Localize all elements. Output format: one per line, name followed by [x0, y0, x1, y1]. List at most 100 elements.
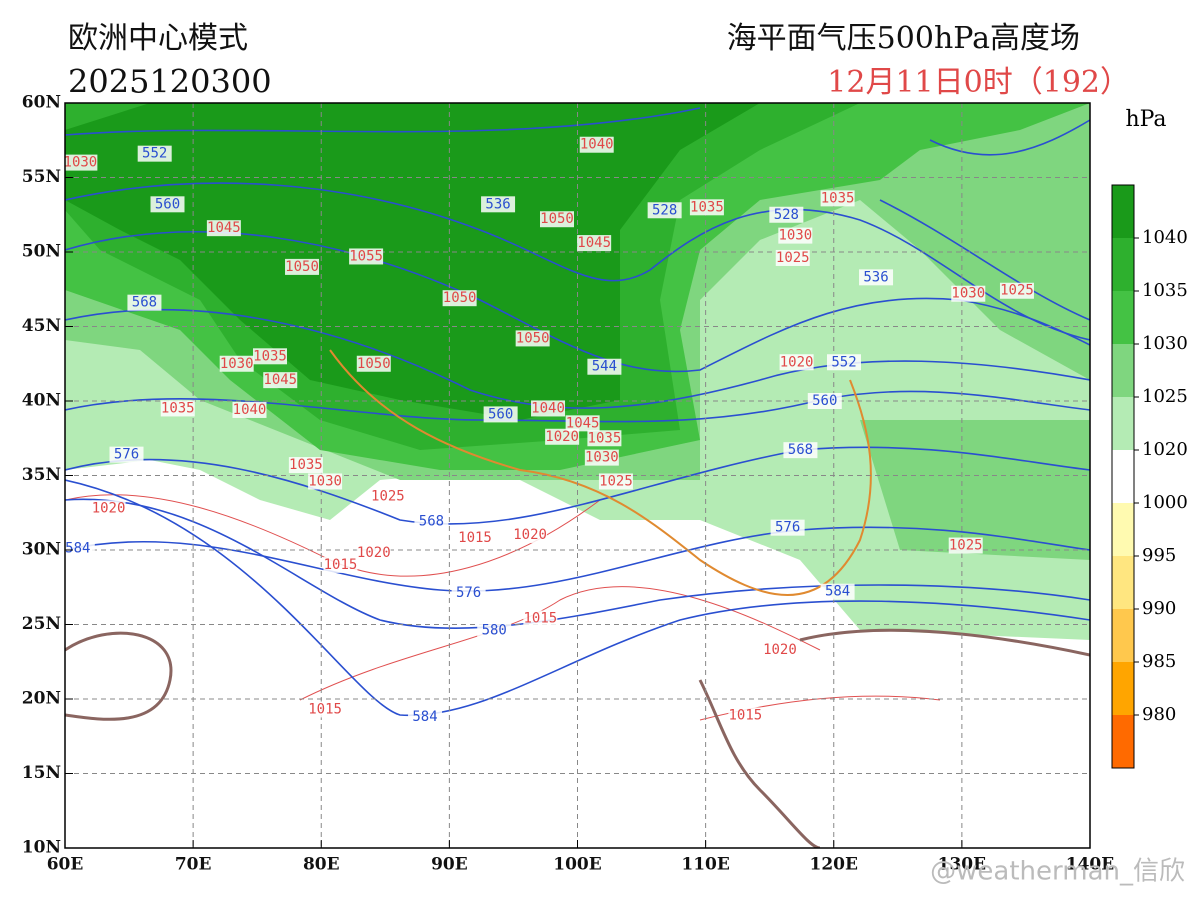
isobar-label: 1050: [442, 290, 477, 307]
height-label-text: 560: [488, 406, 513, 422]
colorbar-frame: [1111, 184, 1135, 769]
isobar-label: 1035: [253, 348, 287, 365]
height-label-bg: [483, 406, 518, 423]
isobar-label: 1030: [65, 154, 98, 171]
isobar-label-bg: [65, 154, 98, 171]
colorbar-bin: [1112, 344, 1134, 397]
isobar-label-text: 1030: [585, 450, 619, 466]
colorbar-bin: [1112, 397, 1134, 450]
isobar-label-bg: [689, 199, 724, 216]
isobar-label-bg: [356, 355, 391, 372]
colorbar-bin: [1112, 238, 1134, 291]
height-label-text: 528: [652, 202, 677, 218]
isobar-label-text: 1045: [566, 415, 600, 431]
isobar-label: 1020: [513, 527, 548, 544]
height-label-text: 560: [812, 393, 837, 409]
x-tick-label: 80E: [303, 855, 340, 875]
isobar-label-text: 1035: [690, 199, 724, 215]
colorbar-bin: [1112, 450, 1134, 503]
height-label-bg: [481, 196, 516, 213]
x-tick-label: 120E: [810, 855, 858, 875]
height-label: 552: [137, 145, 172, 162]
isobar-label-text: 1015: [728, 707, 762, 723]
height-label-bg: [807, 393, 842, 409]
isobar-label-bg: [442, 290, 477, 307]
isobar-label-bg: [458, 530, 492, 547]
height-label-text: 576: [114, 447, 139, 463]
isobar-label-bg: [285, 258, 320, 275]
isobar-label: 1025: [370, 488, 405, 505]
height-label-text: 576: [775, 520, 800, 536]
height-label-bg: [137, 145, 172, 162]
height-label-bg: [127, 294, 162, 311]
isobar-label-text: 1050: [443, 290, 477, 306]
isobar-label: 1015: [323, 556, 358, 573]
isobar-label-bg: [232, 401, 267, 418]
isobar-label: 1035: [587, 430, 622, 447]
contour: [65, 498, 1090, 630]
watermark: @weatherman_信欣: [930, 857, 1185, 887]
height-contours: [65, 107, 1090, 717]
y-tick-label: 20N: [22, 689, 61, 709]
colorbar-unit: hPa: [1125, 107, 1166, 132]
height-label-text: 552: [142, 146, 167, 162]
height-label-text: 552: [831, 354, 856, 370]
isobar-label-bg: [579, 136, 614, 153]
height-label-text: 528: [774, 207, 799, 223]
isobar-label: 1025: [948, 537, 983, 554]
colorbar: 1040 1035 1030 1025 1020 1000 995 990 985 980: [1111, 184, 1188, 769]
isobar-label-bg: [577, 235, 612, 252]
colorbar-label: 1025: [1142, 386, 1188, 407]
isobar-label: 1030: [219, 355, 254, 372]
isobar-label-bg: [999, 282, 1034, 299]
isobar: [299, 586, 821, 701]
isobar-label: 1020: [91, 500, 126, 517]
x-tick-label: 100E: [553, 855, 601, 875]
isobar-label-bg: [540, 211, 574, 228]
isobar-label-text: 1020: [780, 354, 814, 370]
colorbar-bin: [1112, 503, 1134, 556]
isobar-label-text: 1025: [949, 538, 983, 554]
height-label: 528: [769, 206, 804, 223]
isobar-label-bg: [206, 220, 241, 237]
isobar-label-text: 1050: [285, 259, 319, 275]
height-label: 584: [65, 540, 95, 557]
isobar-label: 1045: [565, 415, 600, 432]
isobar-label-bg: [513, 527, 548, 544]
height-label: 584: [408, 708, 443, 725]
height-label-bg: [770, 519, 805, 536]
isobar-label: 1020: [762, 641, 797, 658]
contour: [65, 479, 1090, 717]
x-tick-label: 70E: [175, 855, 212, 875]
colorbar-label: 1020: [1142, 439, 1188, 460]
isobar-label: 1020: [779, 354, 814, 371]
height-label-bg: [451, 585, 486, 602]
colorbar-label: 1000: [1142, 492, 1188, 513]
isobar-label-bg: [263, 372, 298, 389]
y-tick-label: 40N: [22, 391, 61, 411]
isobar-label: 1045: [577, 235, 612, 252]
isobar-label-bg: [308, 701, 343, 718]
colorbar-bin: [1112, 291, 1134, 344]
isobar-label: 1020: [545, 428, 580, 445]
contour: [65, 231, 1090, 373]
height-label-bg: [65, 540, 95, 557]
isobar-label-text: 1035: [289, 457, 323, 473]
isobar-label-bg: [545, 428, 580, 445]
isobar-label-bg: [253, 348, 287, 365]
isobar-label-text: 1020: [763, 642, 797, 658]
isobar-label-bg: [356, 544, 391, 561]
isobar-label: 1035: [820, 190, 855, 207]
isobar-label-text: 1015: [324, 557, 358, 573]
isobar-label: 1015: [308, 701, 343, 718]
isobar-label: 1015: [728, 707, 763, 724]
colorbar-label: 1040: [1142, 227, 1188, 248]
isobar-label: 1025: [775, 250, 810, 266]
isobar-label-bg: [531, 400, 566, 417]
height-label: 560: [807, 393, 842, 409]
isobar-label-bg: [587, 430, 622, 447]
y-tick-label: 55N: [22, 167, 61, 187]
isobar-label-bg: [948, 537, 983, 554]
